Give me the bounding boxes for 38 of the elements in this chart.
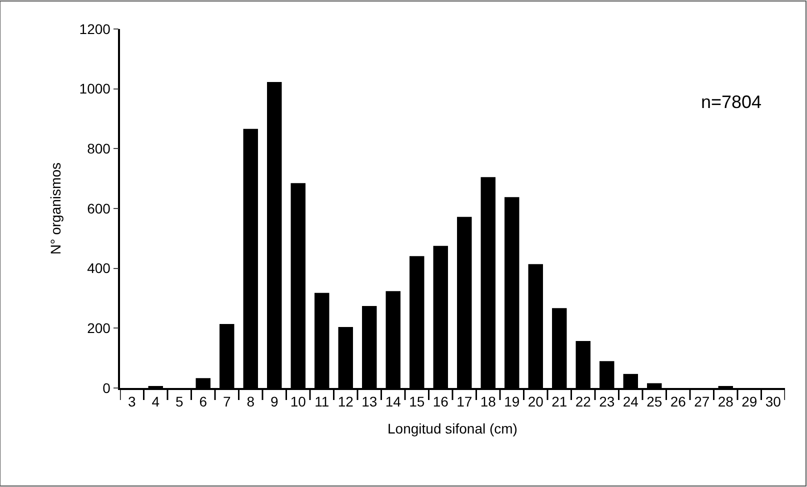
- x-tick-label: 30: [765, 394, 782, 410]
- y-tick-label: 400: [87, 260, 111, 276]
- x-tick-label: 18: [480, 394, 496, 410]
- x-tick-label: 15: [409, 394, 425, 410]
- x-tick-label: 10: [290, 394, 306, 410]
- x-tick-label: 26: [670, 394, 686, 410]
- x-tick-label: 20: [528, 394, 544, 410]
- x-tick-label: 23: [599, 394, 615, 410]
- x-tick-label: 28: [718, 394, 734, 410]
- x-tick-label: 16: [432, 394, 449, 410]
- x-tick-label: 12: [338, 394, 354, 410]
- y-tick-label: 200: [87, 320, 111, 336]
- x-tick-label: 29: [742, 394, 758, 410]
- y-tick-label: 600: [87, 200, 111, 216]
- x-tick-label: 11: [314, 394, 330, 410]
- y-tick-label: 0: [102, 380, 111, 396]
- y-tick-label: 800: [87, 140, 111, 157]
- x-tick-label: 9: [270, 394, 278, 410]
- x-tick-label: 6: [199, 394, 208, 410]
- x-tick-label: 5: [175, 394, 184, 410]
- x-tick-label: 8: [246, 394, 255, 410]
- x-tick-label: 27: [694, 394, 710, 410]
- x-tick-label: 4: [152, 394, 160, 410]
- x-tick-label: 3: [128, 394, 136, 410]
- y-tick-label: 1000: [79, 80, 111, 97]
- annotation: n=7804: [701, 92, 762, 112]
- x-tick-label: 24: [622, 394, 639, 410]
- x-tick-label: 7: [222, 394, 231, 410]
- y-axis-title: N° organismos: [47, 162, 64, 254]
- y-tick-label: 1200: [79, 20, 111, 37]
- x-tick-label: 21: [552, 394, 568, 410]
- x-tick-label: 22: [575, 394, 592, 410]
- x-tick-label: 25: [646, 394, 662, 410]
- x-tick-label: 14: [385, 394, 402, 410]
- x-axis-title: Longitud sifonal (cm): [388, 420, 518, 436]
- x-tick-label: 19: [504, 394, 520, 410]
- x-tick-label: 13: [362, 394, 378, 410]
- x-tick-label: 17: [456, 394, 472, 410]
